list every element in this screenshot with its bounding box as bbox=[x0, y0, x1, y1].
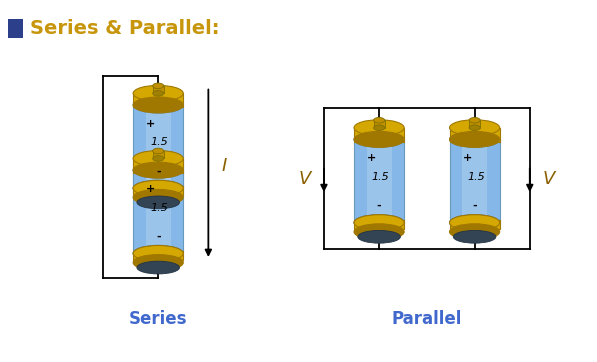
Ellipse shape bbox=[450, 215, 500, 231]
Bar bbox=[450, 139, 500, 223]
Ellipse shape bbox=[133, 245, 183, 261]
Text: 1.5: 1.5 bbox=[467, 172, 485, 182]
Text: +: + bbox=[367, 153, 376, 163]
Ellipse shape bbox=[133, 254, 183, 270]
Bar bbox=[133, 159, 183, 173]
Bar bbox=[469, 120, 480, 128]
Ellipse shape bbox=[354, 120, 404, 136]
Text: V: V bbox=[298, 170, 311, 188]
Ellipse shape bbox=[374, 117, 384, 123]
Ellipse shape bbox=[133, 151, 183, 167]
Ellipse shape bbox=[133, 97, 183, 113]
Ellipse shape bbox=[354, 215, 404, 231]
Text: +: + bbox=[146, 119, 155, 129]
Ellipse shape bbox=[450, 120, 500, 136]
Ellipse shape bbox=[354, 224, 404, 240]
Ellipse shape bbox=[453, 230, 496, 243]
Text: Parallel: Parallel bbox=[392, 310, 462, 328]
Text: Series: Series bbox=[129, 310, 187, 328]
Ellipse shape bbox=[133, 97, 183, 113]
Bar bbox=[354, 139, 404, 223]
Bar bbox=[450, 220, 500, 230]
Ellipse shape bbox=[450, 131, 500, 147]
Ellipse shape bbox=[450, 224, 500, 240]
Bar bbox=[146, 170, 171, 253]
Text: V: V bbox=[543, 170, 555, 188]
Text: 1.5: 1.5 bbox=[371, 172, 389, 182]
Bar bbox=[137, 195, 180, 200]
Bar bbox=[367, 139, 392, 223]
Text: 1.5: 1.5 bbox=[150, 203, 168, 212]
Text: -: - bbox=[377, 201, 381, 211]
Bar bbox=[133, 170, 183, 253]
Bar bbox=[137, 260, 180, 265]
Bar bbox=[133, 105, 183, 188]
Text: I: I bbox=[221, 157, 227, 175]
Ellipse shape bbox=[133, 162, 183, 178]
Text: Series & Parallel:: Series & Parallel: bbox=[30, 19, 219, 38]
Ellipse shape bbox=[133, 162, 183, 178]
Ellipse shape bbox=[450, 215, 500, 231]
Ellipse shape bbox=[354, 131, 404, 147]
Ellipse shape bbox=[133, 189, 183, 205]
Bar bbox=[374, 120, 384, 128]
Ellipse shape bbox=[450, 131, 500, 147]
Ellipse shape bbox=[137, 261, 180, 274]
Bar bbox=[133, 93, 183, 108]
Text: -: - bbox=[472, 201, 477, 211]
Ellipse shape bbox=[354, 215, 404, 231]
Bar bbox=[146, 105, 171, 188]
Ellipse shape bbox=[153, 148, 164, 154]
Ellipse shape bbox=[153, 156, 164, 161]
Ellipse shape bbox=[137, 196, 180, 209]
Bar bbox=[8, 19, 23, 38]
Bar bbox=[358, 230, 401, 235]
Ellipse shape bbox=[469, 125, 480, 131]
Ellipse shape bbox=[153, 90, 164, 96]
Text: 1.5: 1.5 bbox=[150, 138, 168, 147]
Ellipse shape bbox=[133, 180, 183, 196]
Ellipse shape bbox=[133, 245, 183, 261]
Ellipse shape bbox=[374, 125, 384, 131]
Bar bbox=[133, 186, 183, 195]
Bar bbox=[354, 220, 404, 230]
Ellipse shape bbox=[133, 85, 183, 101]
Ellipse shape bbox=[354, 131, 404, 147]
Bar bbox=[453, 230, 496, 235]
Text: +: + bbox=[463, 153, 472, 163]
Bar bbox=[133, 251, 183, 260]
Bar bbox=[450, 128, 500, 142]
Ellipse shape bbox=[358, 230, 401, 243]
Text: +: + bbox=[146, 184, 155, 194]
Text: -: - bbox=[156, 232, 161, 242]
Text: -: - bbox=[156, 167, 161, 177]
Bar bbox=[354, 128, 404, 142]
Bar bbox=[462, 139, 487, 223]
Bar bbox=[153, 151, 164, 159]
Ellipse shape bbox=[153, 83, 164, 89]
Bar bbox=[153, 86, 164, 93]
Ellipse shape bbox=[133, 180, 183, 196]
Ellipse shape bbox=[469, 117, 480, 123]
